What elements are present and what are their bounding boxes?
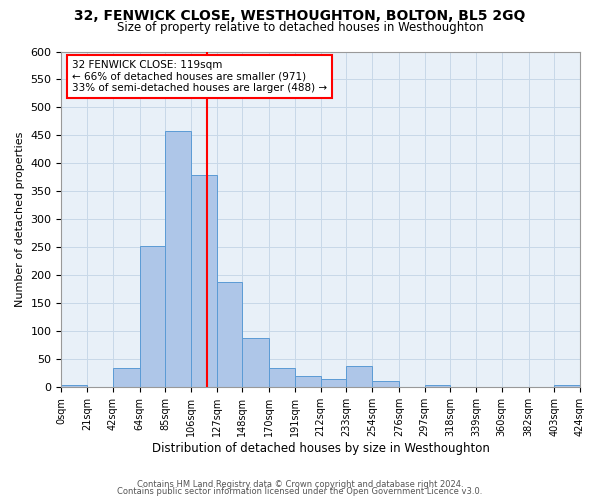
Text: Contains public sector information licensed under the Open Government Licence v3: Contains public sector information licen…	[118, 487, 482, 496]
Text: 32 FENWICK CLOSE: 119sqm
← 66% of detached houses are smaller (971)
33% of semi-: 32 FENWICK CLOSE: 119sqm ← 66% of detach…	[72, 60, 327, 93]
Y-axis label: Number of detached properties: Number of detached properties	[15, 132, 25, 307]
Bar	[554, 384, 580, 388]
Bar	[372, 380, 399, 388]
Text: 32, FENWICK CLOSE, WESTHOUGHTON, BOLTON, BL5 2GQ: 32, FENWICK CLOSE, WESTHOUGHTON, BOLTON,…	[74, 9, 526, 23]
X-axis label: Distribution of detached houses by size in Westhoughton: Distribution of detached houses by size …	[152, 442, 490, 455]
Bar	[242, 338, 269, 388]
Bar	[61, 384, 87, 388]
Bar	[321, 379, 346, 388]
Bar	[425, 384, 451, 388]
Bar	[140, 246, 166, 388]
Bar	[166, 131, 191, 388]
Bar	[113, 368, 140, 388]
Bar	[295, 376, 321, 388]
Bar	[217, 282, 242, 388]
Text: Contains HM Land Registry data © Crown copyright and database right 2024.: Contains HM Land Registry data © Crown c…	[137, 480, 463, 489]
Text: Size of property relative to detached houses in Westhoughton: Size of property relative to detached ho…	[116, 21, 484, 34]
Bar	[346, 366, 372, 388]
Bar	[191, 174, 217, 388]
Bar	[269, 368, 295, 388]
